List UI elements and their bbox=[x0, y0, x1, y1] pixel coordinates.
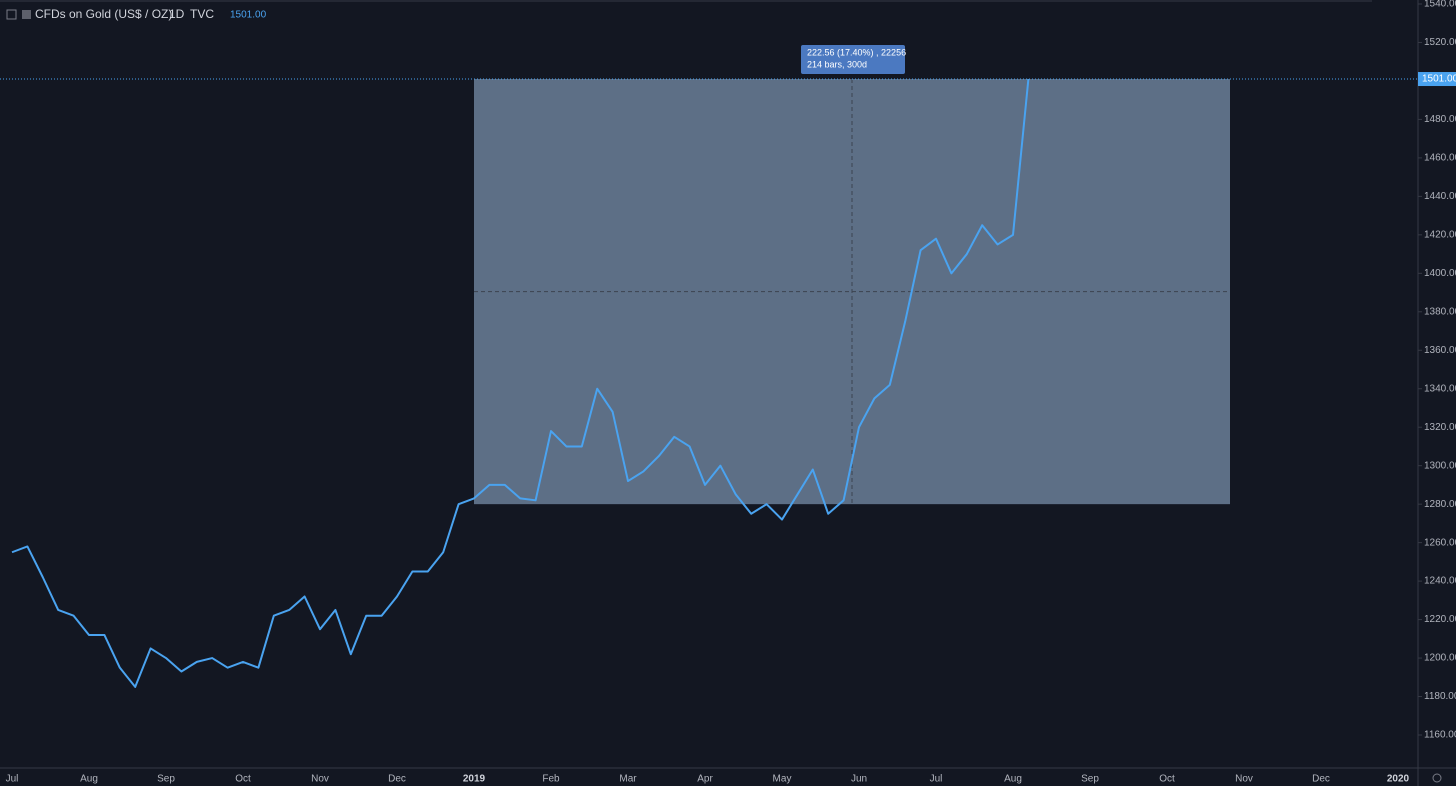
header-price: 1501.00 bbox=[230, 10, 267, 21]
x-tick-label: Dec bbox=[388, 774, 406, 785]
x-tick-label: Jul bbox=[930, 774, 943, 785]
x-tick-label: Aug bbox=[80, 774, 98, 785]
x-tick-label: May bbox=[773, 774, 792, 785]
symbol[interactable]: CFDs on Gold (US$ / OZ) bbox=[35, 7, 172, 21]
measure-line1: 222.56 (17.40%) , 22256 bbox=[807, 47, 906, 57]
y-tick-label: 1380.00 bbox=[1424, 306, 1456, 317]
measure-tooltip bbox=[801, 45, 905, 74]
symbol-icon bbox=[22, 10, 31, 19]
x-tick-label: 2020 bbox=[1387, 774, 1410, 785]
price-line bbox=[11, 78, 1030, 688]
y-tick-label: 1160.00 bbox=[1424, 730, 1456, 741]
y-tick-label: 1300.00 bbox=[1424, 460, 1456, 471]
x-tick-label: Oct bbox=[235, 774, 251, 785]
last-price-tag bbox=[1418, 72, 1456, 87]
x-tick-label: Jun bbox=[851, 774, 867, 785]
x-tick-label: Feb bbox=[542, 774, 560, 785]
x-tick-label: 2019 bbox=[463, 774, 486, 785]
x-tick-label: Jul bbox=[6, 774, 19, 785]
y-tick-label: 1420.00 bbox=[1424, 229, 1456, 240]
x-tick-label: Mar bbox=[619, 774, 637, 785]
y-tick-label: 1480.00 bbox=[1424, 114, 1456, 125]
y-tick-label: 1200.00 bbox=[1424, 653, 1456, 664]
y-tick-label: 1460.00 bbox=[1424, 153, 1456, 164]
settings-icon[interactable] bbox=[1432, 773, 1442, 783]
y-tick-label: 1440.00 bbox=[1424, 191, 1456, 202]
expand-icon[interactable] bbox=[6, 9, 17, 20]
y-tick-label: 1360.00 bbox=[1424, 345, 1456, 356]
source[interactable]: TVC bbox=[190, 7, 214, 21]
y-tick-label: 1540.00 bbox=[1424, 0, 1456, 10]
y-tick-label: 1220.00 bbox=[1424, 614, 1456, 625]
x-tick-label: Aug bbox=[1004, 774, 1022, 785]
x-tick-label: Oct bbox=[1159, 774, 1175, 785]
interval[interactable]: 1D bbox=[169, 7, 185, 21]
y-tick-label: 1400.00 bbox=[1424, 268, 1456, 279]
x-tick-label: Dec bbox=[1312, 774, 1330, 785]
x-tick-label: Sep bbox=[157, 774, 175, 785]
y-tick-label: 1260.00 bbox=[1424, 537, 1456, 548]
x-tick-label: Nov bbox=[311, 774, 329, 785]
x-tick-label: Apr bbox=[697, 774, 713, 785]
x-tick-label: Sep bbox=[1081, 774, 1099, 785]
y-tick-label: 1520.00 bbox=[1424, 37, 1456, 48]
y-tick-label: 1340.00 bbox=[1424, 383, 1456, 394]
y-tick-label: 1320.00 bbox=[1424, 422, 1456, 433]
y-tick-label: 1280.00 bbox=[1424, 499, 1456, 510]
measure-line2: 214 bars, 300d bbox=[807, 59, 867, 69]
x-tick-label: Nov bbox=[1235, 774, 1253, 785]
y-tick-label: 1180.00 bbox=[1424, 691, 1456, 702]
y-tick-label: 1240.00 bbox=[1424, 576, 1456, 587]
last-price-label: 1501.00 bbox=[1422, 74, 1456, 85]
